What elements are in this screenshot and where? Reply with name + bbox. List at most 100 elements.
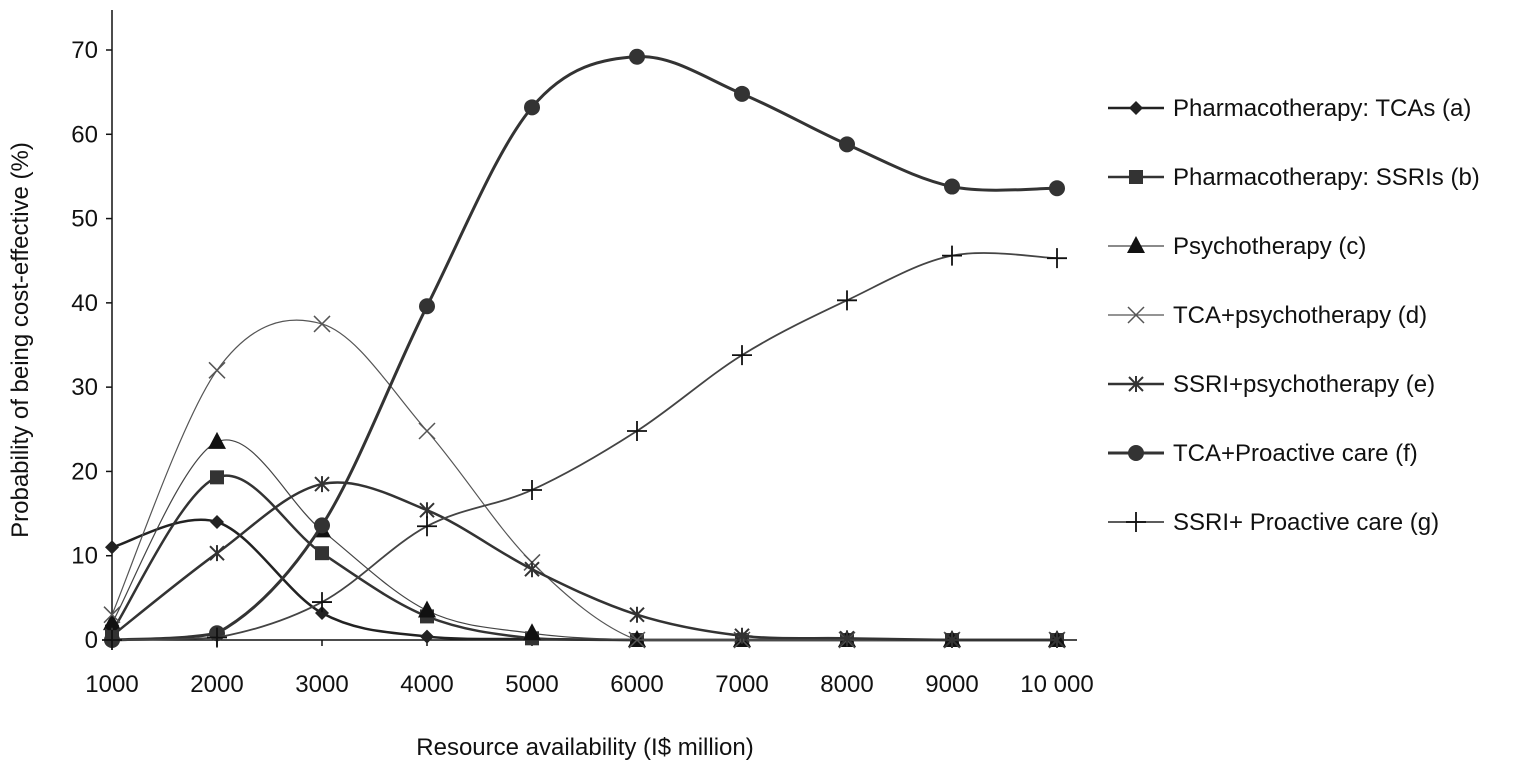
data-point xyxy=(418,600,436,618)
series-f xyxy=(104,48,1065,648)
legend-marker xyxy=(1127,236,1145,253)
data-point xyxy=(522,479,542,500)
legend-entry: SSRI+psychotherapy (e) xyxy=(1108,371,1435,398)
data-point xyxy=(105,540,119,555)
series-line xyxy=(110,474,1057,642)
data-point xyxy=(417,516,437,537)
legend-entry: Pharmacotherapy: TCAs (a) xyxy=(1108,95,1471,122)
data-point xyxy=(420,629,434,644)
data-point xyxy=(209,545,225,562)
data-point xyxy=(210,515,224,529)
data-point xyxy=(419,298,435,315)
data-point xyxy=(207,627,227,648)
legend-entry: SSRI+ Proactive care (g) xyxy=(1108,509,1439,536)
data-point xyxy=(208,431,226,449)
legend-marker xyxy=(1129,170,1143,184)
data-point xyxy=(839,136,855,153)
data-point xyxy=(524,99,540,116)
x-tick-label: 3000 xyxy=(295,671,348,698)
data-point xyxy=(629,606,645,623)
data-point xyxy=(315,546,329,561)
y-tick-label: 10 xyxy=(71,543,98,570)
data-point xyxy=(837,290,857,311)
data-point xyxy=(732,345,752,366)
data-point xyxy=(1049,180,1065,197)
data-point xyxy=(208,361,226,379)
x-tick-label: 8000 xyxy=(820,671,873,698)
series-g xyxy=(102,245,1067,650)
legend-marker xyxy=(1128,445,1144,461)
data-point xyxy=(628,631,646,649)
series-e xyxy=(104,476,1065,648)
legend-marker xyxy=(1129,101,1143,115)
series-layer xyxy=(102,48,1067,650)
series-line xyxy=(111,55,1058,642)
legend-entry: TCA+psychotherapy (d) xyxy=(1108,302,1427,329)
y-axis-title: Probability of being cost-effective (%) xyxy=(7,142,34,538)
data-point xyxy=(312,592,332,613)
x-tick-label: 9000 xyxy=(925,671,978,698)
legend: Pharmacotherapy: TCAs (a) Pharmacotherapy… xyxy=(1108,95,1480,536)
legend-marker xyxy=(1127,306,1145,324)
series-c xyxy=(103,431,1066,647)
axes: 0 10 20 30 40 50 60 70 1000 2000 3000 4000 5000 6000 7… xyxy=(71,10,1094,698)
data-point xyxy=(314,517,330,534)
y-tick-label: 30 xyxy=(71,374,98,401)
legend-entry: TCA+Proactive care (f) xyxy=(1108,440,1418,467)
x-tick-label: 10 000 xyxy=(1020,671,1093,698)
data-point xyxy=(418,422,436,440)
data-point xyxy=(315,606,329,621)
y-tick-label: 0 xyxy=(85,627,98,654)
legend-label: SSRI+ Proactive care (g) xyxy=(1173,509,1439,536)
series-line xyxy=(111,481,1057,642)
data-point xyxy=(944,632,960,648)
series-line xyxy=(111,252,1058,641)
series-line xyxy=(111,518,1057,642)
data-point xyxy=(314,476,330,493)
legend-label: Psychotherapy (c) xyxy=(1173,233,1366,260)
x-tick-label: 6000 xyxy=(610,671,663,698)
x-tick-label: 5000 xyxy=(505,671,558,698)
legend-marker xyxy=(1126,512,1146,532)
y-tick-label: 70 xyxy=(71,37,98,64)
y-tick-label: 50 xyxy=(71,206,98,233)
legend-label: TCA+Proactive care (f) xyxy=(1173,440,1418,467)
y-tick-label: 40 xyxy=(71,290,98,317)
legend-label: TCA+psychotherapy (d) xyxy=(1173,302,1427,329)
data-point xyxy=(103,613,121,631)
data-point xyxy=(734,627,750,644)
data-point xyxy=(628,630,646,647)
legend-marker xyxy=(1128,376,1144,392)
legend-label: Pharmacotherapy: TCAs (a) xyxy=(1173,95,1471,122)
data-point xyxy=(524,561,540,578)
series-a xyxy=(105,515,1064,647)
x-tick-label: 7000 xyxy=(715,671,768,698)
x-tick-label: 2000 xyxy=(190,671,243,698)
data-point xyxy=(629,48,645,65)
series-line xyxy=(111,319,1057,641)
legend-entry: Psychotherapy (c) xyxy=(1108,233,1366,260)
data-point xyxy=(103,606,121,624)
data-point xyxy=(1047,248,1067,269)
data-point xyxy=(419,502,435,519)
data-point xyxy=(839,630,855,647)
x-tick-label: 4000 xyxy=(400,671,453,698)
data-point xyxy=(313,315,331,333)
data-point xyxy=(102,630,122,650)
legend-label: Pharmacotherapy: SSRIs (b) xyxy=(1173,164,1480,191)
data-point xyxy=(210,470,224,485)
x-axis-title: Resource availability (I$ million) xyxy=(416,734,753,761)
series-b xyxy=(105,470,1064,647)
data-point xyxy=(944,178,960,195)
data-point xyxy=(627,420,647,441)
data-point xyxy=(1049,632,1065,648)
legend-label: SSRI+psychotherapy (e) xyxy=(1173,371,1435,398)
legend-entry: Pharmacotherapy: SSRIs (b) xyxy=(1108,164,1480,191)
x-tick-label: 1000 xyxy=(85,671,138,698)
y-tick-label: 20 xyxy=(71,458,98,485)
data-point xyxy=(523,623,541,641)
data-point xyxy=(734,85,750,102)
y-tick-label: 60 xyxy=(71,121,98,148)
data-point xyxy=(942,245,962,266)
